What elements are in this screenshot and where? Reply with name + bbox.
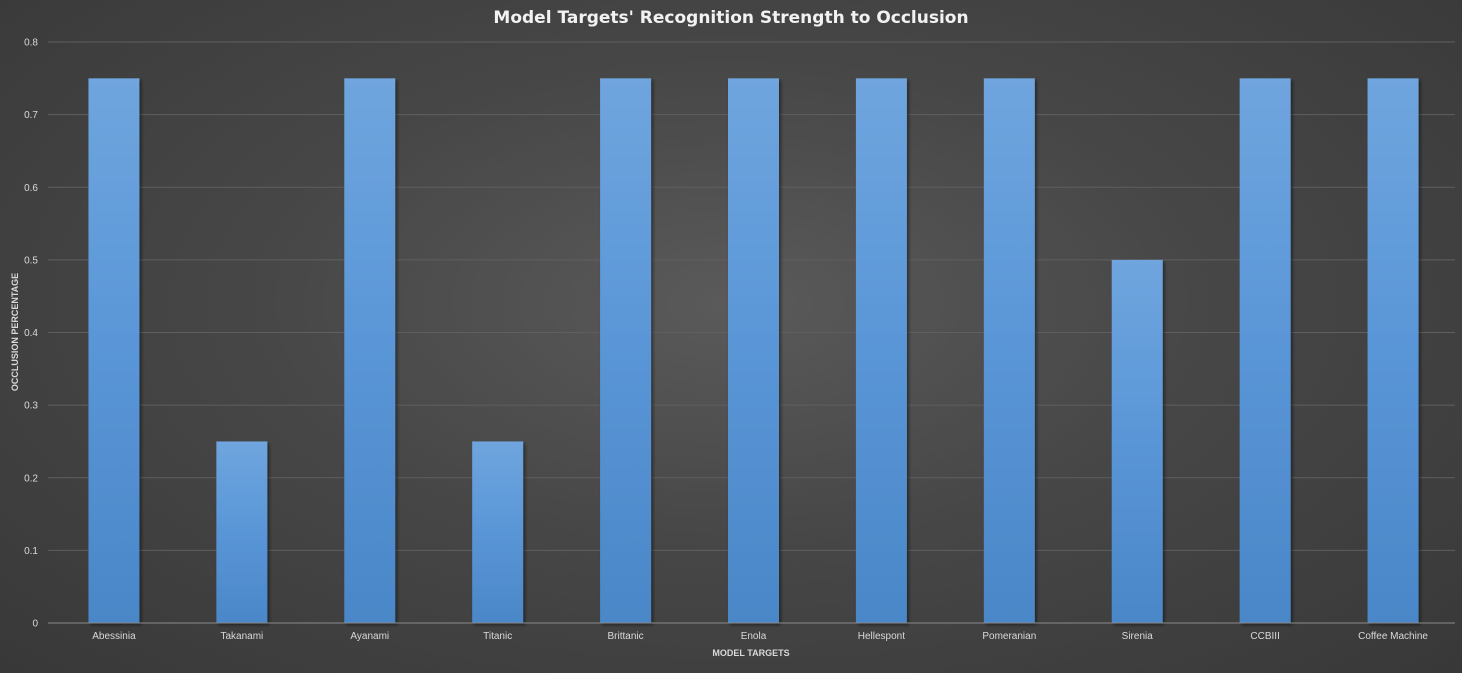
x-tick-label: Titanic (483, 631, 512, 642)
y-axis-ticks: 0 0.1 0.2 0.3 0.4 0.5 0.6 0.7 0.8 (24, 38, 38, 630)
y-tick-label: 0.1 (24, 546, 38, 557)
x-tick-label: CCBIII (1250, 631, 1279, 642)
bar-coffee-machine (1367, 78, 1419, 623)
bar-titanic (472, 441, 524, 623)
x-tick-label: Pomeranian (982, 631, 1036, 642)
bar-pomeranian (983, 78, 1035, 623)
y-tick-label: 0 (32, 619, 38, 630)
bar-hellespont (855, 78, 907, 623)
x-tick-label: Takanami (220, 631, 263, 642)
x-tick-label: Coffee Machine (1358, 631, 1428, 642)
bar-sirenia (1111, 259, 1163, 623)
y-tick-label: 0.3 (24, 401, 38, 412)
y-tick-label: 0.7 (24, 110, 38, 121)
bar-abessinia (88, 78, 140, 623)
x-tick-label: Ayanami (350, 631, 389, 642)
x-tick-label: Enola (741, 631, 767, 642)
chart-title: Model Targets' Recognition Strength to O… (493, 8, 968, 28)
x-tick-label: Hellespont (858, 631, 905, 642)
y-tick-label: 0.2 (24, 473, 38, 484)
bar-brittanic (600, 78, 652, 623)
y-tick-label: 0.6 (24, 183, 38, 194)
y-tick-label: 0.5 (24, 255, 38, 266)
bar-ayanami (344, 78, 396, 623)
x-tick-label: Brittanic (608, 631, 644, 642)
y-axis-title: OCCLUSION PERCENTAGE (10, 273, 20, 391)
bar-ccbiii (1239, 78, 1291, 623)
x-tick-label: Sirenia (1122, 631, 1154, 642)
y-tick-label: 0.4 (24, 328, 38, 339)
x-tick-label: Abessinia (92, 631, 136, 642)
x-axis-ticks: Abessinia Takanami Ayanami Titanic Brittanic… (92, 631, 1428, 642)
x-axis-title: MODEL TARGETS (712, 648, 789, 658)
bar-enola (728, 78, 779, 623)
bars (88, 78, 1419, 623)
bar-takanami (216, 441, 268, 623)
y-tick-label: 0.8 (24, 38, 38, 49)
